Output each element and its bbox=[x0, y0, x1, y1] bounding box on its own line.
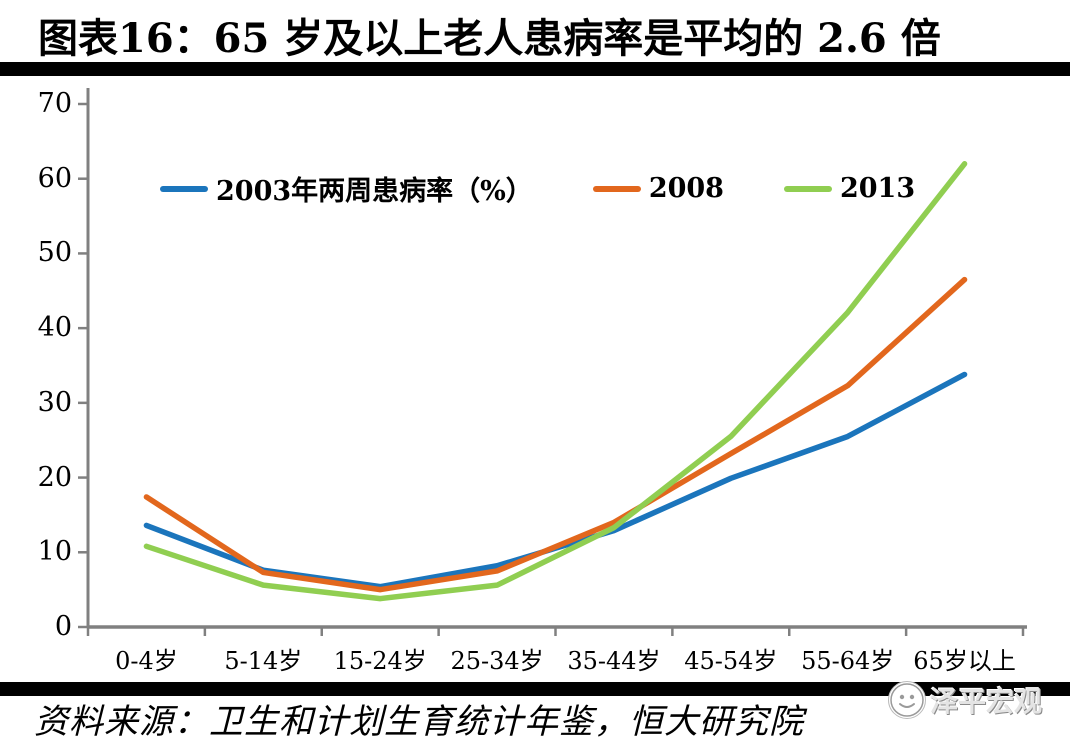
x-category-label: 0-4岁 bbox=[115, 647, 178, 675]
y-tick-label: 50 bbox=[37, 237, 72, 269]
legend-swatch-icon bbox=[160, 185, 208, 192]
legend-item-2013: 2013 bbox=[783, 173, 916, 204]
y-tick-label: 20 bbox=[37, 461, 72, 493]
y-tick-label: 0 bbox=[54, 611, 72, 642]
y-tick-label: 40 bbox=[37, 312, 72, 344]
legend-label: 2003年两周患病率（%） bbox=[216, 176, 533, 207]
x-category-label: 35-44岁 bbox=[567, 647, 661, 675]
legend-item-2008: 2008 bbox=[592, 173, 724, 204]
y-tick-label: 60 bbox=[37, 162, 72, 194]
source-note: 资料来源：卫生和计划生育统计年鉴，恒大研究院 bbox=[34, 702, 804, 742]
chart-area: 2003年两周患病率（%） 2008 2013 0 10 20 30 40 50 60 70 0-… bbox=[0, 76, 1070, 682]
legend-item-2003: 2003年两周患病率（%） bbox=[160, 169, 533, 208]
legend-label: 2013 bbox=[839, 173, 916, 204]
x-category-label: 65岁以上 bbox=[913, 647, 1016, 675]
x-category-label: 25-34岁 bbox=[450, 647, 544, 675]
x-category-label: 55-64岁 bbox=[801, 647, 895, 675]
bottom-divider-bar bbox=[0, 682, 1070, 696]
x-category-label: 45-54岁 bbox=[684, 647, 778, 675]
legend-label: 2008 bbox=[648, 173, 724, 204]
y-tick-label: 70 bbox=[37, 88, 72, 119]
x-category-label: 5-14岁 bbox=[224, 647, 303, 675]
chart-legend: 2003年两周患病率（%） 2008 2013 bbox=[160, 169, 975, 208]
x-category-label: 15-24岁 bbox=[333, 647, 427, 675]
watermark-text: 泽平宏观 bbox=[930, 685, 1043, 718]
y-tick-label: 30 bbox=[37, 386, 72, 418]
y-tick-label: 10 bbox=[37, 536, 72, 568]
watermark: 泽平宏观 bbox=[888, 680, 1042, 720]
title-divider-bar bbox=[0, 62, 1070, 76]
page-title: 图表16：65 岁及以上老人患病率是平均的 2.6 倍 bbox=[38, 15, 941, 62]
legend-swatch-icon bbox=[783, 185, 832, 192]
zeping-macro-logo-icon bbox=[888, 681, 926, 719]
legend-swatch-icon bbox=[592, 185, 641, 192]
